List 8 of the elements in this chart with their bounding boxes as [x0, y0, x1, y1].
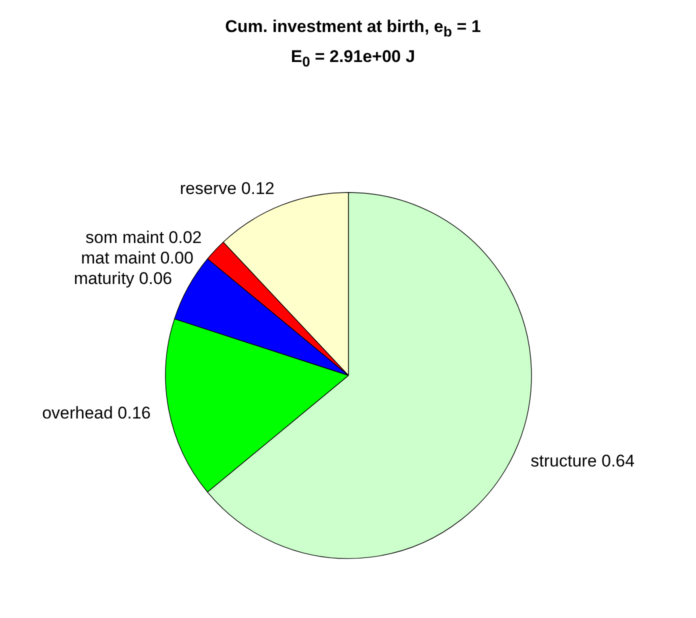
- category-label: mat maint 0.00: [80, 248, 194, 268]
- slice-label: reserve 0.12: [180, 178, 274, 198]
- slice-label: structure 0.64: [530, 452, 635, 471]
- slice-label: maturity 0.06: [74, 269, 172, 288]
- slice-label: overhead 0.16: [42, 404, 151, 423]
- chart-title: Cum. investment at birth, e$_{b}$ = 1: [225, 16, 481, 42]
- chart-subtitle: E$_{0}$ = 2.91e+00 J: [290, 46, 416, 72]
- slice-label: som maint 0.02: [86, 228, 202, 248]
